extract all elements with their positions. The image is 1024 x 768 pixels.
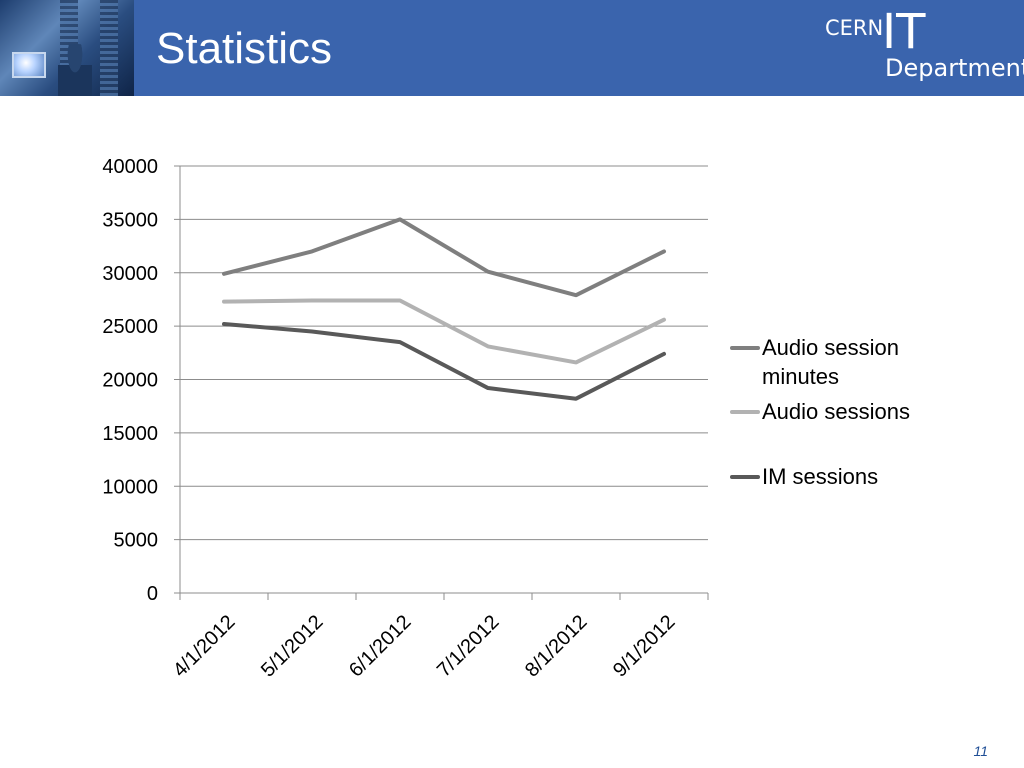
x-tick-label: 6/1/2012 bbox=[345, 611, 416, 682]
slide-number: 11 bbox=[973, 743, 988, 759]
y-tick-label: 30000 bbox=[102, 263, 158, 285]
chart-axes bbox=[174, 165, 709, 600]
x-tick-label: 9/1/2012 bbox=[609, 611, 680, 682]
series-line-1 bbox=[222, 217, 666, 298]
y-tick-label: 0 bbox=[147, 583, 158, 605]
chart-gridlines bbox=[180, 165, 708, 541]
y-axis-tick-labels: 0 5000 10000 15000 20000 25000 30000 35000 40000 bbox=[102, 156, 158, 605]
series-line-2 bbox=[222, 298, 666, 365]
logo-department-text: Department bbox=[885, 54, 1024, 82]
y-tick-label: 20000 bbox=[102, 370, 158, 392]
x-tick-label: 8/1/2012 bbox=[521, 611, 592, 682]
legend-label-3: IM sessions bbox=[762, 464, 878, 489]
header-photo bbox=[0, 0, 134, 96]
legend-label-1: Audio session minutes bbox=[762, 335, 899, 389]
logo-cern-text: CERN bbox=[825, 16, 884, 40]
y-tick-label: 25000 bbox=[102, 316, 158, 338]
page-title: Statistics bbox=[156, 24, 333, 73]
cern-it-logo: CERN IT Department bbox=[825, 4, 1024, 84]
y-tick-label: 40000 bbox=[102, 156, 158, 178]
person-silhouette bbox=[58, 44, 92, 96]
legend-label-2: Audio sessions bbox=[762, 399, 910, 424]
x-tick-label: 5/1/2012 bbox=[257, 611, 328, 682]
chart-legend: Audio session minutes Audio sessions IM ses… bbox=[730, 335, 910, 489]
y-tick-label: 10000 bbox=[102, 476, 158, 498]
line-chart: 0 5000 10000 15000 20000 25000 30000 35000 40000… bbox=[102, 156, 910, 682]
series-line-3 bbox=[222, 321, 666, 401]
x-tick-label: 4/1/2012 bbox=[169, 611, 240, 682]
monitor-graphic bbox=[12, 52, 46, 78]
y-tick-label: 15000 bbox=[102, 423, 158, 445]
server-rack-graphic bbox=[100, 0, 118, 96]
y-tick-label: 35000 bbox=[102, 209, 158, 231]
chart-series bbox=[222, 217, 666, 401]
x-tick-label: 7/1/2012 bbox=[433, 611, 504, 682]
logo-it-text: IT bbox=[882, 4, 926, 60]
header-bar bbox=[0, 0, 1024, 96]
y-tick-label: 5000 bbox=[114, 530, 159, 552]
x-axis-tick-labels: 4/1/2012 5/1/2012 6/1/2012 7/1/2012 8/1/2012… bbox=[169, 611, 680, 682]
